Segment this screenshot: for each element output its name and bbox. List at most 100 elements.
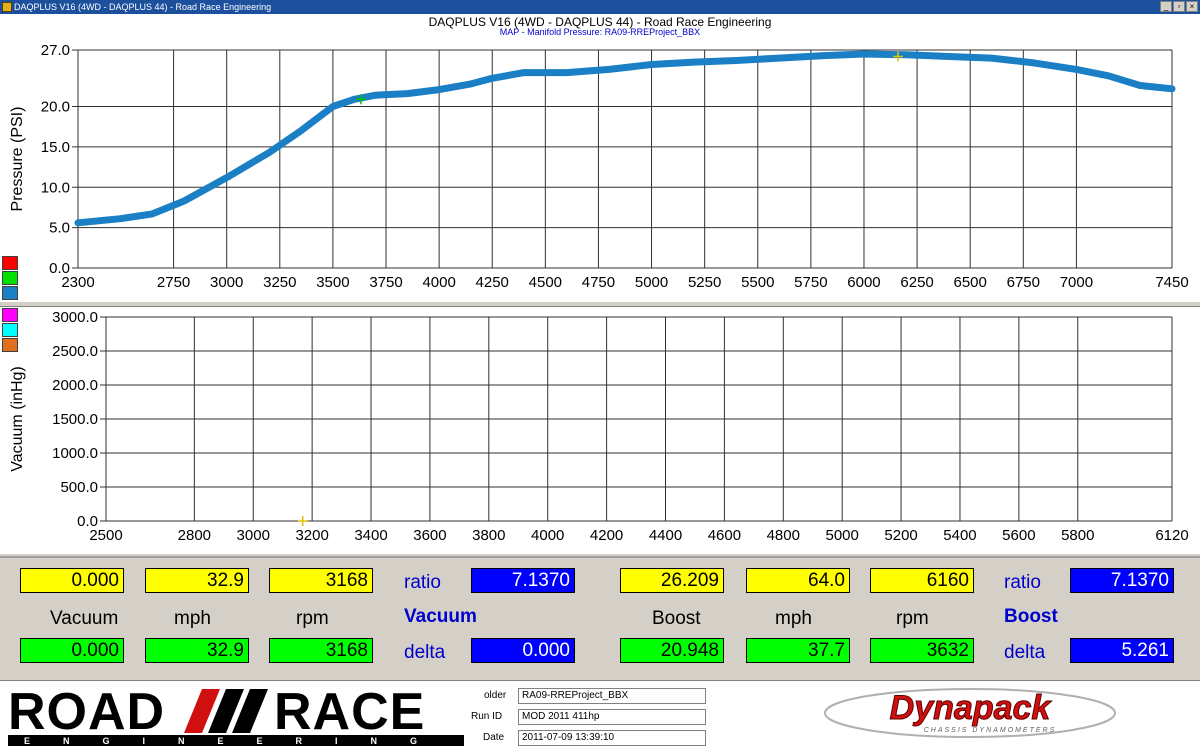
legend-swatch-orange[interactable] <box>2 338 18 352</box>
vacuum-peak-mph: 32.9 <box>145 638 249 663</box>
vacuum-x-tick-label: 4200 <box>590 527 623 544</box>
pressure-x-tick-label: 4250 <box>476 274 509 291</box>
boost-cursor-rpm: 6160 <box>870 568 974 593</box>
app-icon <box>2 2 12 12</box>
vacuum-x-tick-label: 5800 <box>1061 527 1094 544</box>
footer-panel: ROAD RACE ENGINEERING older RA09-RREProj… <box>0 680 1200 750</box>
vacuum-x-tick-label: 3200 <box>295 527 328 544</box>
run-id-label: Run ID <box>471 711 503 722</box>
boost-rpm-label: rpm <box>896 608 929 629</box>
pressure-x-tick-label: 4000 <box>422 274 455 291</box>
vacuum-peak-rpm: 3168 <box>269 638 373 663</box>
vacuum-y-tick-label: 500.0 <box>60 479 98 496</box>
svg-text:ROAD: ROAD <box>8 683 165 741</box>
pressure-x-tick-label: 6750 <box>1007 274 1040 291</box>
dynapack-brand-text: Dynapack <box>890 689 1053 727</box>
vacuum-chart-panel[interactable]: 2500 2800 3000 3200 3400 3600 3800 4000 4200 4400… <box>0 306 1200 554</box>
vacuum-x-tick-label: 4800 <box>767 527 800 544</box>
pressure-x-tick-label: 6500 <box>954 274 987 291</box>
boost-cursor-mph: 64.0 <box>746 568 850 593</box>
vacuum-y-axis-label: Vacuum (inHg) <box>9 366 26 472</box>
boost-ratio-value: 7.1370 <box>1070 568 1174 593</box>
vacuum-y-tick-label: 3000.0 <box>52 309 98 326</box>
boost-peak-value: 20.948 <box>620 638 724 663</box>
close-button[interactable]: × <box>1186 1 1198 12</box>
vacuum-y-tick-label: 1000.0 <box>52 445 98 462</box>
boost-label: Boost <box>652 608 701 629</box>
vacuum-x-tick-label: 5000 <box>826 527 859 544</box>
folder-field[interactable]: RA09-RREProject_BBX <box>518 688 706 704</box>
vacuum-y-tick-label: 2500.0 <box>52 343 98 360</box>
pressure-chart[interactable]: 2300 2750 3000 3250 3500 3750 4000 4250 4500 4750… <box>0 14 1200 302</box>
boost-peak-mph: 37.7 <box>746 638 850 663</box>
folder-label: older <box>484 690 507 701</box>
vacuum-y-tick-label: 1500.0 <box>52 411 98 428</box>
vacuum-delta-label: delta <box>404 642 446 663</box>
road-race-engineering-logo: ROAD RACE ENGINEERING <box>8 683 464 746</box>
legend-swatch-cyan[interactable] <box>2 323 18 337</box>
date-label: Date <box>483 732 505 743</box>
vacuum-chart[interactable]: 2500 2800 3000 3200 3400 3600 3800 4000 4200 4400… <box>0 307 1200 555</box>
vacuum-x-tick-label: 5200 <box>884 527 917 544</box>
window-title: DAQPLUS V16 (4WD - DAQPLUS 44) - Road Ra… <box>14 2 272 12</box>
boost-delta-label: delta <box>1004 642 1046 663</box>
chart-subtitle: MAP - Manifold Pressure: RA09-RREProject… <box>499 27 701 37</box>
dynapack-logo: Dynapack CHASSIS DYNAMOMETERS <box>824 688 1116 738</box>
pressure-x-tick-label: 5750 <box>794 274 827 291</box>
dynapack-sub-text: CHASSIS DYNAMOMETERS <box>924 727 1057 734</box>
vacuum-x-tick-label: 3400 <box>354 527 387 544</box>
pressure-x-tick-label: 2300 <box>61 274 94 291</box>
pressure-chart-panel[interactable]: DAQPLUS V16 (4WD - DAQPLUS 44) - Road Ra… <box>0 14 1200 302</box>
boost-cursor-value: 26.209 <box>620 568 724 593</box>
minimize-button[interactable]: _ <box>1160 1 1172 12</box>
vacuum-peak-value: 0.000 <box>20 638 124 663</box>
vacuum-cursor-value: 0.000 <box>20 568 124 593</box>
vacuum-ratio-value: 7.1370 <box>471 568 575 593</box>
vacuum-x-tick-label: 4400 <box>649 527 682 544</box>
pressure-x-tick-label: 7000 <box>1060 274 1093 291</box>
legend-swatch-red[interactable] <box>2 256 18 270</box>
date-field[interactable]: 2011-07-09 13:39:10 <box>518 730 706 746</box>
vacuum-x-tick-label: 4000 <box>531 527 564 544</box>
pressure-x-tick-label: 5250 <box>688 274 721 291</box>
boost-group-title: Boost <box>1004 606 1058 627</box>
vacuum-cursor-mph: 32.9 <box>145 568 249 593</box>
legend-swatch-magenta[interactable] <box>2 308 18 322</box>
vacuum-cursor-rpm: 3168 <box>269 568 373 593</box>
legend-swatch-blue[interactable] <box>2 286 18 300</box>
pressure-y-tick-label: 5.0 <box>49 220 70 237</box>
pressure-x-tick-label: 7450 <box>1155 274 1188 291</box>
vacuum-y-tick-label: 2000.0 <box>52 377 98 394</box>
boost-peak-rpm: 3632 <box>870 638 974 663</box>
vacuum-delta-value: 0.000 <box>471 638 575 663</box>
readout-panel: 0.000 32.9 3168 ratio 7.1370 Vacuum mph … <box>0 556 1200 680</box>
vacuum-x-tick-label: 4600 <box>708 527 741 544</box>
vacuum-ratio-label: ratio <box>404 572 441 593</box>
vacuum-x-tick-label: 3000 <box>237 527 270 544</box>
pressure-y-tick-label: 15.0 <box>41 139 70 156</box>
vacuum-x-tick-label: 3800 <box>472 527 505 544</box>
vacuum-mph-label: mph <box>174 608 211 629</box>
pressure-y-tick-label: 10.0 <box>41 179 70 196</box>
pressure-x-tick-label: 3000 <box>210 274 243 291</box>
vacuum-x-tick-label: 6120 <box>1155 527 1188 544</box>
vacuum-label: Vacuum <box>50 608 119 629</box>
pressure-x-tick-label: 6250 <box>900 274 933 291</box>
maximize-button[interactable]: ▫ <box>1173 1 1185 12</box>
vacuum-x-tick-label: 5400 <box>943 527 976 544</box>
boost-delta-value: 5.261 <box>1070 638 1174 663</box>
pressure-x-tick-label: 4500 <box>529 274 562 291</box>
pressure-x-tick-label: 6000 <box>847 274 880 291</box>
pressure-x-tick-label: 4750 <box>582 274 615 291</box>
pressure-x-tick-label: 5500 <box>741 274 774 291</box>
pressure-x-tick-label: 3250 <box>263 274 296 291</box>
legend-swatch-green[interactable] <box>2 271 18 285</box>
boost-ratio-label: ratio <box>1004 572 1041 593</box>
vacuum-y-tick-label: 0.0 <box>77 513 98 530</box>
pressure-y-tick-label: 27.0 <box>41 42 70 59</box>
pressure-x-tick-label: 5000 <box>635 274 668 291</box>
window-controls: _ ▫ × <box>1160 1 1198 12</box>
vacuum-group-title: Vacuum <box>404 606 477 627</box>
run-id-field[interactable]: MOD 2011 411hp <box>518 709 706 725</box>
